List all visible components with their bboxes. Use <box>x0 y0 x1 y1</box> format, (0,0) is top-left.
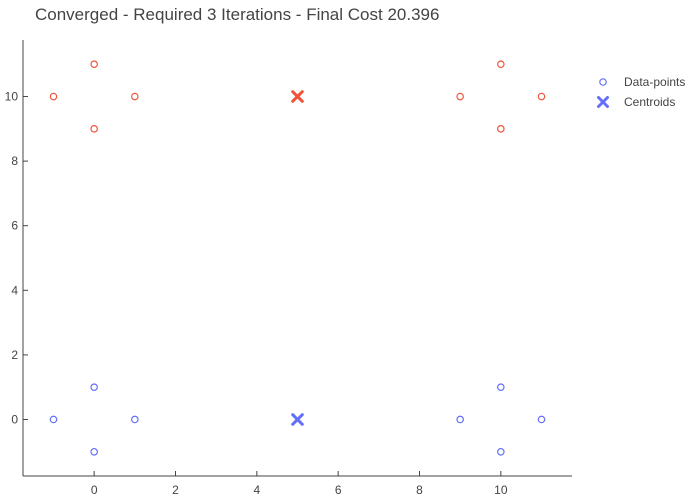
centroid-point-stroke-b <box>291 413 304 426</box>
ticks-layer: 0 2 4 6 8 10 0 2 4 6 8 10 <box>5 90 508 497</box>
y-tick-label: 2 <box>11 348 18 362</box>
y-tick-label: 8 <box>11 154 18 168</box>
centroid-point-stroke-b <box>291 90 304 103</box>
centroid-point <box>291 413 304 426</box>
data-point <box>131 415 139 424</box>
x-tick-label: 8 <box>416 483 423 497</box>
x-tick-label: 10 <box>494 483 508 497</box>
x-tick-label: 6 <box>335 483 342 497</box>
x-tick-label: 0 <box>91 483 98 497</box>
x-tick-label: 4 <box>253 483 260 497</box>
legend-centroids-label: Centroids <box>624 95 675 109</box>
data-point <box>497 60 505 69</box>
legend-centroids-marker <box>597 96 609 108</box>
centroid-point <box>291 90 304 103</box>
data-point <box>456 415 464 424</box>
points-layer <box>49 60 546 456</box>
data-point <box>537 415 546 424</box>
chart-title: Converged - Required 3 Iterations - Fina… <box>35 5 439 24</box>
y-tick-label: 4 <box>11 283 18 297</box>
y-tick-label: 0 <box>11 412 18 426</box>
data-point <box>90 447 98 456</box>
data-point <box>537 92 546 101</box>
axes-layer <box>22 40 572 477</box>
data-point <box>497 447 505 456</box>
data-point <box>497 383 505 391</box>
y-tick-label: 10 <box>5 90 19 104</box>
legend-data-points-label: Data-points <box>624 75 685 89</box>
data-point <box>90 125 98 133</box>
x-tick-label: 2 <box>172 483 179 497</box>
legend: Data-points Centroids <box>597 75 685 109</box>
data-point <box>49 415 58 424</box>
data-point <box>456 92 464 101</box>
legend-centroids-marker-b <box>597 96 609 108</box>
legend-data-points-marker <box>599 78 607 86</box>
data-point <box>49 92 58 101</box>
data-point <box>90 383 98 391</box>
data-point <box>90 60 98 69</box>
data-point <box>497 125 505 133</box>
y-tick-label: 6 <box>11 219 18 233</box>
data-point <box>131 92 139 101</box>
